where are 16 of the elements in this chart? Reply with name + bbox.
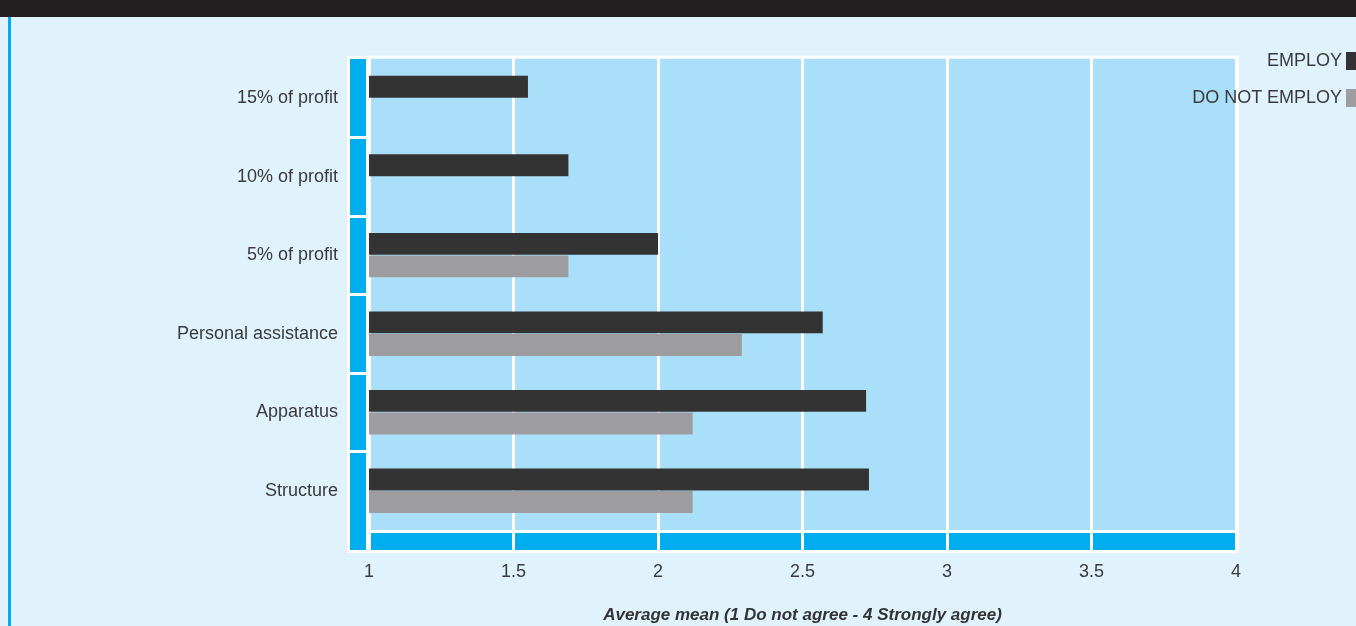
x-tick-label: 1.5 [500,560,527,581]
x-tick-label: 2 [652,560,664,581]
x-tick-label: 2.5 [789,560,816,581]
y-tick-label: Apparatus [255,401,338,422]
x-tick-label: 4 [1230,560,1242,581]
y-tick-label: 15% of profit [236,87,338,108]
x-tick-label: 3.5 [1078,560,1105,581]
legend-label: EMPLOY [1266,50,1342,71]
legend-label: DO NOT EMPLOY [1192,87,1342,108]
x-tick-label: 3 [941,560,953,581]
x-axis-title: Average mean (1 Do not agree - 4 Strongly agree) [602,605,1003,625]
y-tick-label: Structure [264,479,338,500]
x-tick-label: 1 [363,560,375,581]
y-tick-label: 5% of profit [246,244,338,265]
y-tick-label: Personal assistance [176,322,338,343]
y-tick-label: 10% of profit [236,165,338,186]
